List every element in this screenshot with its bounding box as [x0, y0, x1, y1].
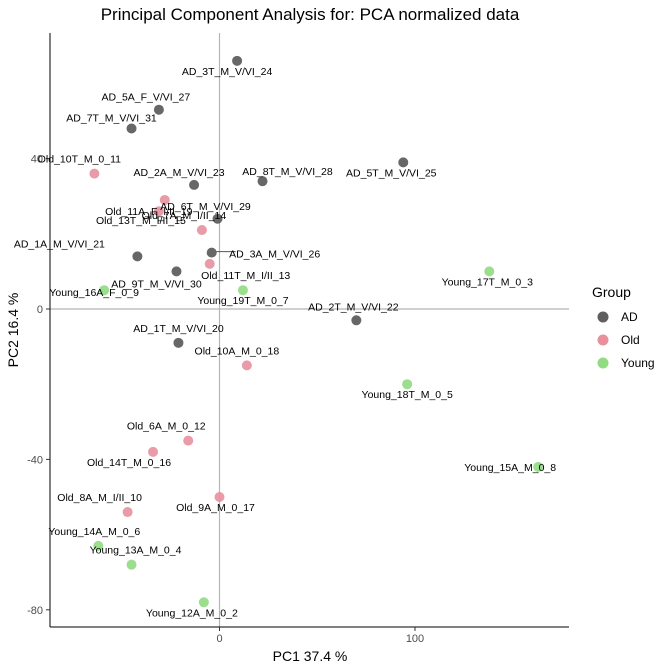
y-axis-title: PC2 16.4 % — [5, 293, 21, 368]
data-point-old — [89, 168, 100, 179]
point-label: AD_1T_M_V/VI_20 — [133, 323, 224, 335]
point-label: Young_17T_M_0_3 — [442, 276, 533, 288]
x-axis-title: PC1 37.4 % — [273, 648, 348, 664]
data-point-ad — [232, 55, 243, 66]
point-label: Old_9A_M_0_17 — [176, 502, 255, 514]
point-label: Old_6A_M_0_12 — [127, 421, 206, 433]
point-label: Old_11A_F_I/II_19 — [105, 206, 193, 218]
point-label: AD_1A_M_V/VI_21 — [14, 238, 105, 250]
data-point-young — [99, 285, 110, 296]
point-label: Old_14T_M_0_16 — [87, 457, 171, 469]
y-tick-label: 0 — [37, 304, 43, 316]
legend-title: Group — [592, 284, 631, 300]
data-point-old — [241, 360, 252, 371]
y-tick-label: 40 — [31, 154, 43, 166]
point-label: AD_7T_M_V/VI_31 — [66, 113, 157, 125]
point-label: Old_13T_M_I/II_15 — [96, 215, 186, 227]
point-label: Old_10T_M_0_11 — [38, 154, 121, 166]
point-label: AD_2T_M_V/VI_22 — [308, 301, 399, 313]
data-point-old — [204, 258, 215, 269]
data-point-young — [93, 540, 104, 551]
point-label: Old_7A_M_I/II_14 — [142, 210, 227, 222]
data-point-ad — [212, 213, 223, 224]
data-point-ad — [126, 123, 137, 134]
point-label: Young_19T_M_0_7 — [197, 295, 288, 307]
point-label: AD_3A_M_V/VI_26 — [229, 249, 320, 261]
data-point-ad — [171, 266, 182, 277]
data-point-ad — [351, 315, 362, 326]
point-label: Young_12A_M_0_2 — [146, 607, 238, 619]
x-tick-label: 0 — [216, 633, 222, 645]
point-label: Old_11T_M_I/II_13 — [201, 270, 290, 282]
y-tick-label: -40 — [27, 454, 43, 466]
data-point-ad — [132, 251, 143, 262]
data-point-old — [214, 492, 225, 502]
data-point-old — [153, 206, 164, 217]
point-label: Young_13A_M_0_4 — [90, 545, 182, 557]
y-tick-label: -80 — [27, 605, 43, 617]
legend-label: Young — [621, 356, 655, 370]
point-label: Young_14A_M_0_6 — [48, 526, 140, 538]
data-point-young — [126, 559, 137, 570]
point-label: Young_15A_M_0_8 — [464, 462, 556, 474]
data-point-young — [533, 461, 544, 472]
legend: Group AD Old Young — [592, 284, 655, 370]
point-label: AD_2A_M_V/VI_23 — [134, 167, 225, 179]
legend-key-young — [597, 357, 609, 369]
data-point-old — [159, 194, 170, 205]
point-label: AD_5A_F_V/VI_27 — [102, 92, 191, 104]
point-label: AD_9T_M_V/VI_30 — [111, 278, 202, 290]
data-point-young — [198, 597, 209, 608]
legend-label: AD — [621, 310, 638, 324]
data-point-ad — [189, 179, 200, 190]
point-label: AD_6T_M_V/VI_29 — [160, 201, 251, 213]
point-label: Young_18T_M_0_5 — [362, 389, 453, 401]
legend-key-old — [597, 334, 609, 346]
plot-area: 0 100 40 0 -40 -80 AD_3T_M_V/VI_24 AD_5A_F_V/VI… — [14, 33, 569, 645]
data-point-young — [484, 266, 495, 277]
data-point-old — [183, 435, 194, 446]
point-label: Old_10A_M_0_18 — [195, 345, 280, 357]
legend-key-ad — [597, 311, 609, 323]
data-point-old — [196, 225, 207, 236]
point-label: AD_3T_M_V/VI_24 — [182, 66, 273, 78]
data-point-old — [148, 446, 159, 457]
point-label: AD_8T_M_V/VI_28 — [242, 166, 333, 178]
data-point-young — [237, 285, 248, 296]
point-label: Young_16A_F_0_9 — [49, 287, 139, 299]
data-point-ad — [206, 247, 217, 258]
data-point-ad — [153, 104, 164, 115]
data-point-ad — [173, 337, 184, 348]
legend-label: Old — [621, 333, 640, 347]
chart-title: Principal Component Analysis for: PCA no… — [101, 5, 520, 24]
data-point-young — [402, 379, 413, 390]
x-tick-label: 100 — [406, 633, 424, 645]
data-point-ad — [398, 157, 409, 168]
data-point-ad — [257, 176, 268, 187]
point-label: Old_8A_M_I/II_10 — [57, 492, 142, 504]
point-label: AD_5T_M_V/VI_25 — [346, 167, 437, 179]
data-point-old — [122, 507, 133, 518]
